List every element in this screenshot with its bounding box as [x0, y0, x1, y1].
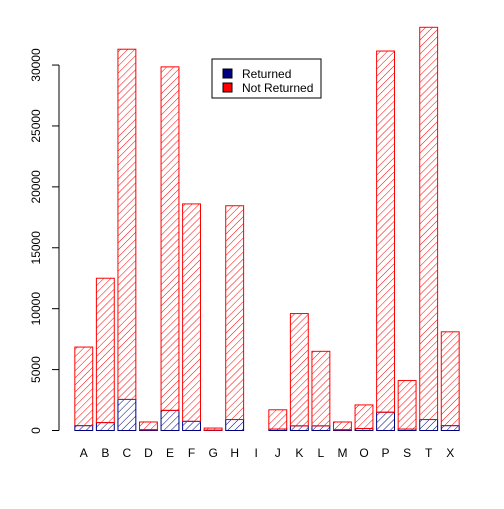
- x-tick-label-H: H: [230, 446, 239, 460]
- bar-not-returned-L: [312, 351, 330, 426]
- y-tick-label-25000: 25000: [29, 109, 43, 143]
- bar-returned-L: [312, 426, 330, 431]
- bar-not-returned-A: [75, 347, 93, 426]
- bar-returned-X: [441, 426, 459, 431]
- y-axis: 0 5000 10000 15000 20000 25000 30000: [29, 48, 59, 434]
- x-tick-label-O: O: [359, 446, 368, 460]
- bar-not-returned-T: [420, 27, 438, 419]
- bar-not-returned-D: [139, 422, 157, 430]
- bar-returned-B: [96, 423, 114, 431]
- bar-not-returned-O: [355, 405, 373, 429]
- bar-not-returned-E: [161, 67, 179, 411]
- bar-returned-H: [226, 420, 244, 431]
- bar-not-returned-H: [226, 206, 244, 420]
- bar-not-returned-M: [333, 422, 351, 430]
- y-tick-label-15000: 15000: [29, 231, 43, 265]
- y-tick-label-30000: 30000: [29, 48, 43, 82]
- x-tick-label-B: B: [101, 446, 109, 460]
- x-tick-label-I: I: [255, 446, 258, 460]
- x-tick-label-D: D: [144, 446, 153, 460]
- bar-returned-P: [377, 412, 395, 430]
- bar-returned-K: [290, 426, 308, 431]
- y-tick-label-10000: 10000: [29, 292, 43, 326]
- x-tick-label-M: M: [337, 446, 347, 460]
- bar-not-returned-P: [377, 51, 395, 412]
- bar-not-returned-S: [398, 381, 416, 429]
- bar-not-returned-C: [118, 49, 136, 399]
- x-tick-label-C: C: [123, 446, 132, 460]
- legend-label-not-returned: Not Returned: [242, 81, 313, 95]
- x-tick-label-T: T: [425, 446, 433, 460]
- bar-returned-E: [161, 410, 179, 430]
- y-tick-label-5000: 5000: [29, 356, 43, 383]
- x-tick-label-F: F: [188, 446, 195, 460]
- y-tick-label-0: 0: [29, 427, 43, 434]
- x-tick-label-X: X: [446, 446, 454, 460]
- bar-returned-F: [183, 421, 201, 430]
- bar-not-returned-G: [204, 428, 222, 430]
- bar-returned-T: [420, 420, 438, 431]
- bar-not-returned-J: [269, 410, 287, 429]
- legend-label-returned: Returned: [242, 67, 291, 81]
- x-tick-label-J: J: [275, 446, 281, 460]
- legend-swatch-not-returned: [223, 83, 232, 92]
- bar-returned-A: [75, 426, 93, 431]
- x-tick-label-E: E: [166, 446, 174, 460]
- x-tick-label-G: G: [208, 446, 217, 460]
- bar-not-returned-K: [290, 314, 308, 426]
- x-tick-label-A: A: [80, 446, 88, 460]
- x-tick-label-K: K: [295, 446, 303, 460]
- legend-swatch-returned: [223, 69, 232, 78]
- bar-not-returned-F: [183, 204, 201, 421]
- y-tick-label-20000: 20000: [29, 170, 43, 204]
- x-tick-label-L: L: [318, 446, 325, 460]
- bar-not-returned-X: [441, 332, 459, 426]
- bar-not-returned-B: [96, 278, 114, 422]
- bar-returned-C: [118, 399, 136, 430]
- x-tick-label-P: P: [382, 446, 390, 460]
- x-tick-label-S: S: [403, 446, 411, 460]
